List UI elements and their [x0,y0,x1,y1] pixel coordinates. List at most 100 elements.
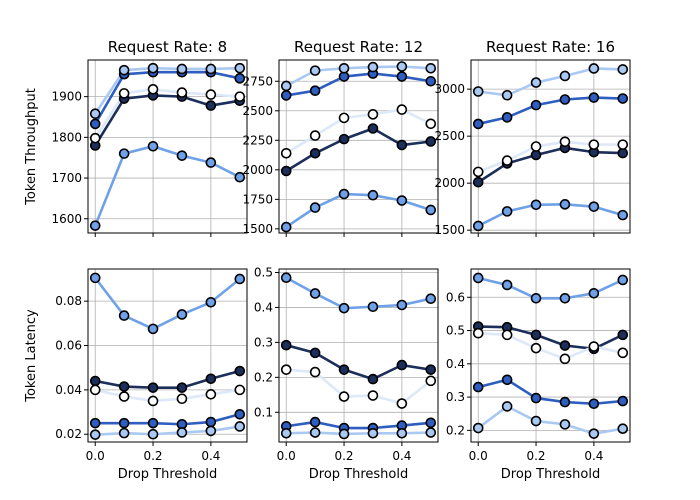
series-line-4 [477,405,623,435]
data-point [588,63,600,74]
series-line-0 [477,276,624,300]
subplot-r1-c0 [84,268,248,446]
data-point [89,220,101,231]
axes-frame [470,268,631,443]
data-point [309,147,321,159]
y-tick-label: 1900 [51,90,82,104]
x-tick-label: 0.4 [201,449,220,463]
data-point [617,395,629,407]
data-point [367,390,379,401]
data-point [176,427,188,438]
data-point [205,100,217,111]
data-point [501,112,513,123]
data-point [396,61,408,72]
y-tick-label: 0.6 [446,290,465,304]
axes-frame [278,59,439,234]
data-point [338,133,350,145]
data-point [89,375,101,387]
subplot-r0-c0 [84,59,248,237]
data-point [205,157,217,168]
y-tick-label: 1500 [242,222,273,236]
data-point [147,382,159,393]
data-point [205,416,217,428]
data-point [234,91,246,102]
data-point [588,398,600,410]
x-tick-label: 0.0 [469,449,488,463]
data-point [425,427,437,438]
data-point [118,391,130,402]
y-tick-label: 0.2 [254,370,273,384]
data-point [617,147,629,159]
data-point [367,427,379,439]
data-point [396,398,408,409]
data-point [89,384,101,396]
data-point [147,428,159,440]
series-line-2 [477,146,623,184]
data-point [147,140,159,152]
data-point [205,425,217,437]
data-point [89,118,101,130]
y-tick-label: 2000 [242,163,273,177]
data-point [234,73,246,84]
data-point [309,427,321,438]
data-point [588,139,600,150]
y-axis-label: Token Throughput [24,88,39,206]
data-point [89,132,101,144]
data-point [617,329,629,341]
data-point [147,395,159,407]
data-point [280,80,292,92]
data-point [309,85,321,97]
data-point [118,417,130,429]
data-point [338,62,350,74]
data-point [559,396,571,408]
data-point [559,292,571,304]
data-point [588,287,600,299]
data-point [617,93,629,104]
y-tick-label: 1700 [51,171,82,185]
data-point [309,65,321,76]
data-point [176,63,188,75]
subplot-title: Request Rate: 8 [108,38,227,56]
data-point [205,389,217,400]
y-tick-label: 0.4 [254,300,273,314]
data-point [501,206,513,217]
data-point [425,118,437,130]
y-tick-label: 0.4 [446,357,465,371]
data-point [530,415,542,427]
y-tick-label: 1600 [51,212,82,226]
data-point [280,427,292,439]
y-tick-label: 0.3 [254,335,273,349]
data-point [118,88,130,99]
y-tick-label: 0.08 [55,294,82,308]
series-line-2 [285,343,431,381]
data-point [472,118,484,130]
series-line-0 [477,203,624,228]
data-point [309,130,321,141]
data-point [176,150,188,161]
data-point [176,393,188,405]
data-point [530,99,542,111]
data-point [617,209,629,221]
data-point [617,423,629,434]
data-point [530,392,542,404]
axes-frame [470,59,631,234]
subplot-r1-c1 [275,268,439,446]
x-tick-label: 0.2 [143,449,162,463]
subplot-r0-c1 [275,59,439,237]
x-tick-label: 0.4 [392,449,411,463]
data-point [472,220,484,232]
data-point [617,139,629,150]
data-point [501,279,513,291]
data-point [396,195,408,206]
data-point [280,272,292,284]
series-line-4 [286,431,431,436]
data-point [501,374,513,386]
y-tick-label: 0.04 [55,383,82,397]
data-point [234,408,246,420]
axes-frame [87,268,248,443]
data-point [559,199,571,210]
y-tick-label: 0.5 [446,324,465,338]
y-tick-label: 2250 [242,133,273,147]
data-point [280,165,292,177]
